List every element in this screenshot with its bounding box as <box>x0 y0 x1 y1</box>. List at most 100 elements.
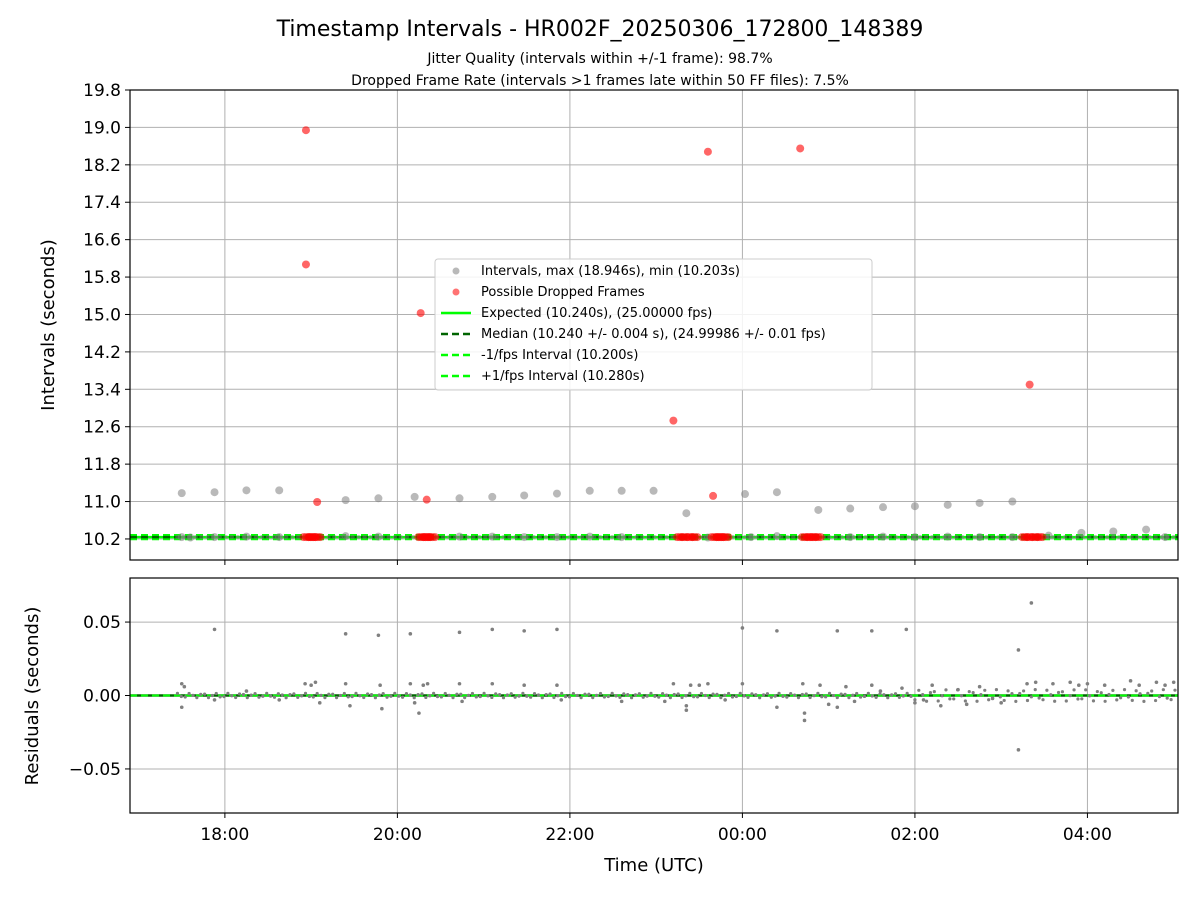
residual-baseline-point <box>494 692 498 696</box>
residual-baseline-point <box>517 694 521 698</box>
interval-point <box>177 533 186 542</box>
residual-baseline-point <box>381 692 385 696</box>
interval-baseline-point <box>1099 534 1104 540</box>
interval-point <box>772 488 781 497</box>
residual-baseline-point <box>249 693 253 697</box>
dropped-frame-point <box>422 495 431 504</box>
dropped-frame-point <box>703 147 712 156</box>
residual-baseline-point <box>858 695 863 699</box>
residual-point <box>802 718 807 723</box>
legend-label-plus-fps: +1/fps Interval (10.280s) <box>481 369 645 384</box>
residual-point <box>244 689 249 693</box>
legend-label-intervals: Intervals, max (18.946s), min (10.203s) <box>481 264 740 279</box>
interval-point <box>242 486 251 495</box>
residual-point <box>835 629 840 633</box>
residual-baseline-point <box>529 695 533 699</box>
residual-baseline-point <box>319 693 323 697</box>
interval-baseline-point <box>265 534 271 540</box>
residual-baseline-point <box>684 694 688 698</box>
residual-point <box>964 702 969 707</box>
residual-point <box>844 684 848 689</box>
interval-baseline-point <box>1171 534 1176 540</box>
residual-point <box>990 696 995 701</box>
residual-baseline-point <box>761 693 766 697</box>
residual-baseline-point <box>979 693 983 697</box>
residual-baseline-point <box>474 695 478 699</box>
residual-baseline-point <box>657 695 661 699</box>
residual-baseline-point <box>952 697 956 701</box>
interval-point <box>649 486 658 495</box>
residual-point <box>740 681 745 686</box>
residual-baseline-point <box>633 693 638 697</box>
interval-baseline-point <box>1129 534 1134 540</box>
residual-baseline-point <box>1037 696 1041 700</box>
residual-baseline-point <box>1091 699 1096 703</box>
residual-baseline-point <box>870 694 874 698</box>
interval-point <box>740 490 749 499</box>
residual-baseline-point <box>734 694 738 699</box>
interval-baseline-point <box>785 534 790 540</box>
residual-baseline-point <box>432 691 436 695</box>
residual-baseline-point <box>420 692 424 696</box>
interval-point <box>374 532 383 541</box>
residual-baseline-point <box>183 695 187 699</box>
residual-baseline-point <box>711 692 715 696</box>
interval-baseline-point <box>295 534 301 540</box>
residual-point <box>425 681 430 686</box>
residual-baseline-point <box>917 688 921 692</box>
residual-baseline-point <box>641 695 645 699</box>
residual-point <box>999 701 1003 705</box>
residual-baseline-point <box>932 690 936 694</box>
residual-point <box>317 701 322 705</box>
residual-point <box>1016 648 1021 652</box>
residuals-y-tick-label: 0.05 <box>83 613 121 633</box>
residual-baseline-point <box>218 695 222 699</box>
interval-baseline-point <box>996 534 1001 540</box>
interval-baseline-point <box>1086 534 1092 540</box>
dropped-frame-cluster-point <box>431 533 440 542</box>
dropped-frame-point <box>1025 380 1034 389</box>
residual-point <box>376 633 381 638</box>
interval-point <box>488 532 497 541</box>
residual-baseline-point <box>362 695 366 700</box>
residual-baseline-point <box>389 694 393 698</box>
residual-baseline-point <box>987 698 991 702</box>
residual-point <box>1171 680 1176 685</box>
interval-baseline-point <box>1117 534 1122 540</box>
interval-baseline-point <box>1153 534 1158 540</box>
residual-baseline-point <box>1068 694 1072 698</box>
residual-baseline-point <box>789 691 793 696</box>
interval-baseline-point <box>1141 534 1146 540</box>
interval-point <box>341 496 350 505</box>
residual-point <box>182 684 187 689</box>
residual-baseline-point <box>975 699 979 703</box>
residual-point <box>930 683 934 688</box>
residual-baseline-point <box>1111 688 1115 692</box>
interval-baseline-point <box>235 534 241 540</box>
interval-baseline-point <box>368 534 373 540</box>
residual-baseline-point <box>1173 688 1177 692</box>
residual-baseline-point <box>921 693 925 697</box>
interval-baseline-point <box>440 534 446 540</box>
residual-point <box>1128 679 1133 683</box>
interval-baseline-point <box>199 534 204 540</box>
residual-baseline-point <box>777 691 781 695</box>
intervals-y-tick-label: 13.4 <box>83 380 121 400</box>
residual-baseline-point <box>1087 694 1092 698</box>
residual-baseline-point <box>715 692 719 696</box>
residual-baseline-point <box>1107 692 1111 697</box>
residual-baseline-point <box>843 692 847 696</box>
residual-baseline-point <box>532 692 537 696</box>
residual-baseline-point <box>629 696 634 700</box>
residual-baseline-point <box>866 691 870 695</box>
interval-baseline-point <box>513 534 518 540</box>
residual-baseline-point <box>536 693 541 697</box>
x-tick-label: 22:00 <box>545 825 594 845</box>
interval-baseline-point <box>362 534 367 540</box>
interval-baseline-point <box>332 534 337 540</box>
interval-baseline-point <box>223 534 228 540</box>
interval-baseline-point <box>326 534 331 540</box>
intervals-y-tick-label: 18.2 <box>83 156 121 176</box>
residual-baseline-point <box>913 698 917 702</box>
